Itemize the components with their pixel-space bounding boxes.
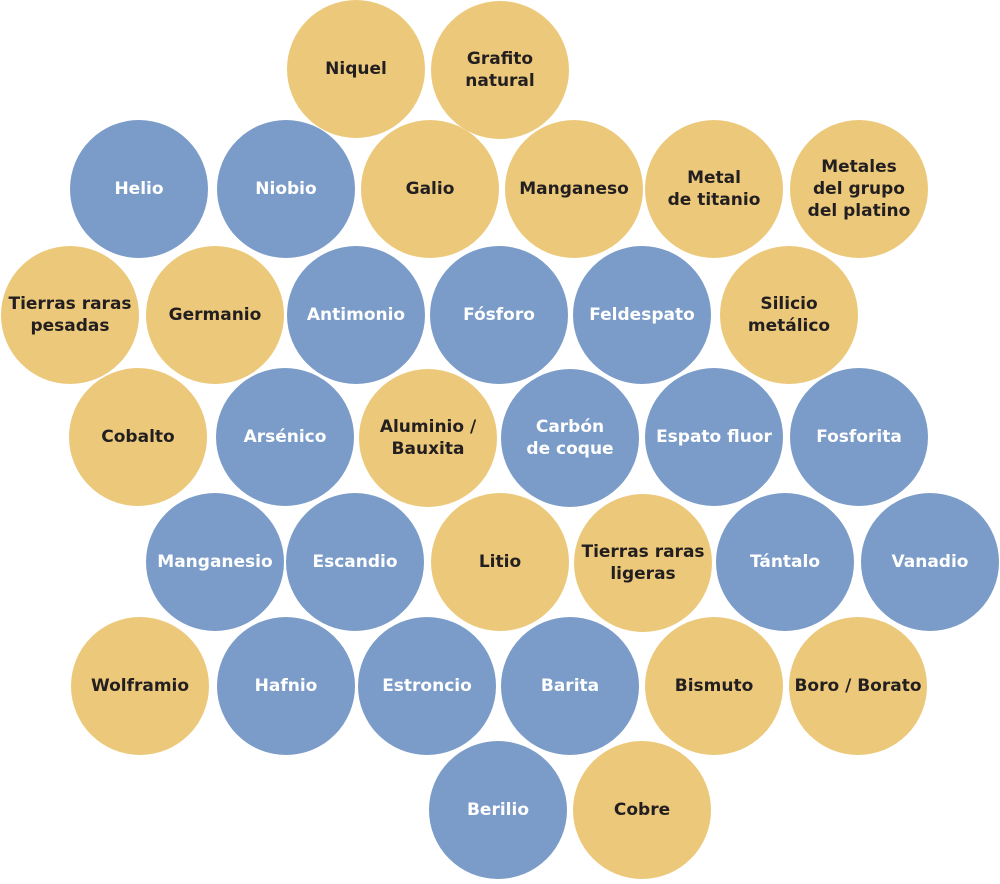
node-circle <box>720 246 858 384</box>
node-circle <box>645 120 783 258</box>
node-circle <box>861 493 999 631</box>
node-label: Germanio <box>169 305 262 325</box>
node-circle <box>71 617 209 755</box>
node-circle <box>431 493 569 631</box>
node-circle <box>1 246 139 384</box>
node-label: Tierras raras <box>581 542 704 562</box>
node-label: Niobio <box>255 179 316 199</box>
node-circle <box>146 493 284 631</box>
node-circle <box>789 617 927 755</box>
node-circle <box>573 246 711 384</box>
node-label: metálico <box>748 316 830 336</box>
node-label: pesadas <box>30 316 109 336</box>
node-label: Manganesio <box>157 552 272 572</box>
node-label: Bismuto <box>675 676 754 696</box>
node-label: Escandio <box>312 552 397 572</box>
node-circle <box>431 1 569 139</box>
node-label: Fosforita <box>816 427 902 447</box>
node-circle <box>217 617 355 755</box>
node-label: Berilio <box>467 800 529 820</box>
node-circle <box>790 120 928 258</box>
node-label: Barita <box>541 676 599 696</box>
node-circle <box>429 741 567 879</box>
node-circle <box>217 120 355 258</box>
node-label: Carbón <box>536 417 604 437</box>
node-label: Helio <box>114 179 163 199</box>
node-label: Manganeso <box>519 179 629 199</box>
node-circle <box>216 368 354 506</box>
node-label: Metal <box>687 168 741 188</box>
node-label: Estroncio <box>382 676 472 696</box>
node-label: Grafito <box>467 49 533 69</box>
node-circle <box>359 369 497 507</box>
node-circle <box>716 493 854 631</box>
node-label: Silicio <box>760 294 817 314</box>
node-circle <box>645 617 783 755</box>
node-label: Bauxita <box>392 439 465 459</box>
node-label: Espato fluor <box>656 427 772 447</box>
node-label: del grupo <box>813 179 905 199</box>
node-circle <box>70 120 208 258</box>
node-label: Feldespato <box>589 305 695 325</box>
node-label: Antimonio <box>307 305 405 325</box>
node-circle <box>286 493 424 631</box>
node-circle <box>501 369 639 507</box>
node-circle <box>645 368 783 506</box>
node-label: Galio <box>406 179 455 199</box>
node-label: Hafnio <box>255 676 318 696</box>
node-circle <box>505 120 643 258</box>
node-circle <box>146 246 284 384</box>
node-label: Tántalo <box>750 552 820 572</box>
node-label: Arsénico <box>244 427 327 447</box>
node-circle <box>574 494 712 632</box>
node-label: Metales <box>821 157 897 177</box>
node-label: ligeras <box>610 564 675 584</box>
node-label: Aluminio / <box>380 417 477 437</box>
node-circle <box>790 368 928 506</box>
node-label: Boro / Borato <box>794 676 921 696</box>
node-circle <box>287 246 425 384</box>
node-label: Cobre <box>614 800 670 820</box>
node-circle <box>287 0 425 138</box>
node-label: de titanio <box>668 190 761 210</box>
node-circle <box>573 741 711 879</box>
node-circle <box>501 617 639 755</box>
node-circle <box>358 617 496 755</box>
node-label: Litio <box>479 552 521 572</box>
node-circle <box>69 368 207 506</box>
node-label: del platino <box>808 201 911 221</box>
node-label: Tierras raras <box>8 294 131 314</box>
node-label: natural <box>465 71 535 91</box>
node-label: Cobalto <box>101 427 174 447</box>
node-label: Niquel <box>325 59 387 79</box>
node-label: de coque <box>526 439 613 459</box>
node-circle <box>430 246 568 384</box>
node-circle <box>361 120 499 258</box>
node-label: Wolframio <box>91 676 189 696</box>
node-label: Vanadio <box>892 552 969 572</box>
node-label: Fósforo <box>463 305 535 325</box>
